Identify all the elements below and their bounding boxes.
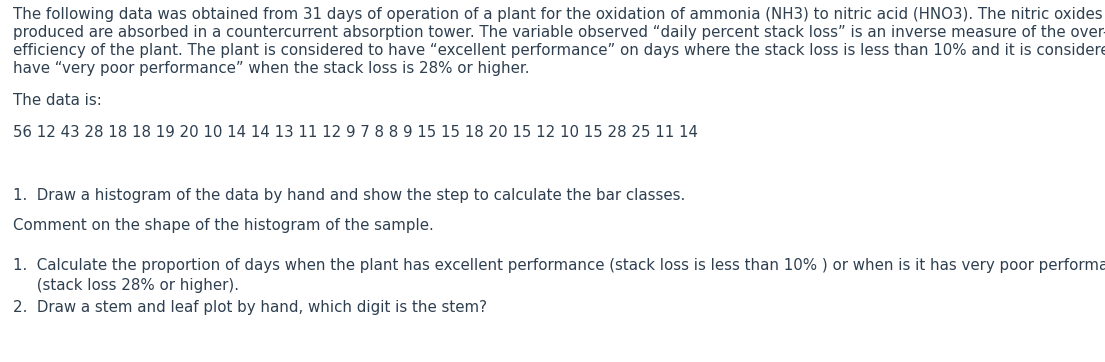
- Text: 2.  Draw a stem and leaf plot by hand, which digit is the stem?: 2. Draw a stem and leaf plot by hand, wh…: [13, 300, 487, 315]
- Text: The following data was obtained from 31 days of operation of a plant for the oxi: The following data was obtained from 31 …: [13, 7, 1103, 22]
- Text: Comment on the shape of the histogram of the sample.: Comment on the shape of the histogram of…: [13, 218, 434, 233]
- Text: have “very poor performance” when the stack loss is 28% or higher.: have “very poor performance” when the st…: [13, 61, 529, 76]
- Text: (stack loss 28% or higher).: (stack loss 28% or higher).: [13, 278, 240, 293]
- Text: 56 12 43 28 18 18 19 20 10 14 14 13 11 12 9 7 8 8 9 15 15 18 20 15 12 10 15 28 2: 56 12 43 28 18 18 19 20 10 14 14 13 11 1…: [13, 125, 698, 140]
- Text: The data is:: The data is:: [13, 93, 102, 108]
- Text: 1.  Calculate the proportion of days when the plant has excellent performance (s: 1. Calculate the proportion of days when…: [13, 258, 1105, 273]
- Text: efficiency of the plant. The plant is considered to have “excellent performance”: efficiency of the plant. The plant is co…: [13, 43, 1105, 58]
- Text: produced are absorbed in a countercurrent absorption tower. The variable observe: produced are absorbed in a countercurren…: [13, 25, 1105, 40]
- Text: 1.  Draw a histogram of the data by hand and show the step to calculate the bar : 1. Draw a histogram of the data by hand …: [13, 188, 685, 203]
